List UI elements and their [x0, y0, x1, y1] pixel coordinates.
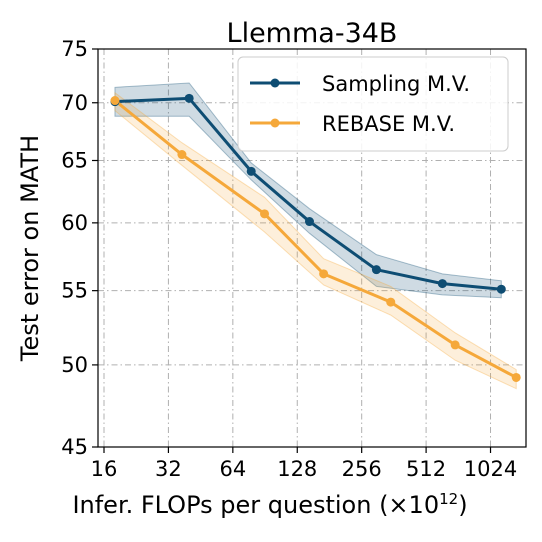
confidence-band [114, 82, 502, 299]
y-tick-label: 45 [61, 435, 88, 459]
confidence-bands [114, 82, 517, 390]
plot-frame [97, 48, 527, 448]
y-tick-label: 65 [61, 148, 88, 172]
x-tick-label: 128 [277, 457, 317, 481]
data-point [437, 279, 447, 289]
data-point [450, 340, 460, 350]
y-tick-label: 50 [61, 353, 88, 377]
confidence-band [114, 91, 517, 390]
legend-label: Sampling M.V. [322, 72, 470, 96]
chart-title: Llemma-34B [227, 18, 398, 49]
y-axis-ticks: 45 50 55 60 65 70 75 [61, 37, 98, 459]
y-axis-label: Test error on MATH [16, 135, 44, 362]
x-tick-label: 32 [155, 457, 182, 481]
data-point [496, 284, 506, 294]
x-tick-label: 16 [91, 457, 118, 481]
y-tick-label: 70 [61, 91, 88, 115]
data-point [371, 265, 381, 275]
data-point [319, 269, 329, 279]
x-tick-label: 64 [219, 457, 246, 481]
legend-box [237, 56, 509, 152]
legend-marker [270, 78, 280, 88]
data-point [304, 217, 314, 227]
legend-label: REBASE M.V. [322, 112, 455, 136]
data-point [386, 297, 396, 307]
x-tick-label: 1024 [464, 457, 517, 481]
data-point [260, 209, 270, 219]
series-points [110, 93, 521, 382]
legend: Sampling M.V. REBASE M.V. [237, 56, 509, 152]
y-tick-label: 60 [61, 211, 88, 235]
data-point [110, 96, 120, 106]
data-point [177, 150, 187, 160]
legend-marker [270, 118, 280, 128]
y-tick-label: 55 [61, 279, 88, 303]
data-point [511, 372, 521, 382]
x-tick-label: 512 [406, 457, 446, 481]
x-axis-label: Infer. FLOPs per question (×1012) [72, 490, 467, 519]
data-point [184, 93, 194, 103]
x-tick-label: 256 [342, 457, 382, 481]
data-point [246, 166, 256, 176]
y-tick-label: 75 [61, 37, 88, 61]
x-axis-label-superscript: 12 [439, 490, 458, 508]
x-axis-ticks: 16 32 64 128 256 512 1024 [91, 447, 517, 481]
